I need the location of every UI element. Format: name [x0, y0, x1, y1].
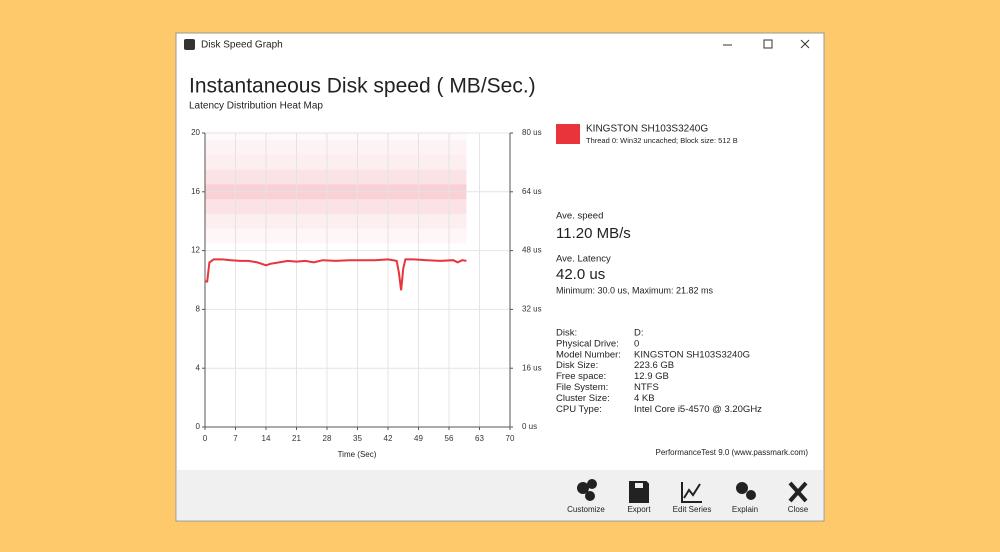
- button-icon: [736, 482, 757, 500]
- x-tick-label: 7: [233, 434, 238, 443]
- x-tick-label: 28: [323, 434, 332, 443]
- x-tick-label: 49: [414, 434, 423, 443]
- info-label: Model Number:: [556, 349, 621, 360]
- button-icon: [577, 479, 598, 501]
- button-label: Edit Series: [673, 505, 712, 514]
- info-label: Disk Size:: [556, 360, 598, 371]
- x-tick-label: 42: [384, 434, 393, 443]
- x-tick-label: 70: [506, 434, 515, 443]
- x-tick-label: 14: [262, 434, 271, 443]
- latency-range: Minimum: 30.0 us, Maximum: 21.82 ms: [556, 285, 714, 295]
- y2-tick-label: 64 us: [522, 187, 542, 196]
- maximize-button[interactable]: [763, 39, 773, 49]
- y-tick-label: 16: [191, 187, 200, 196]
- toolbar-button[interactable]: Customize: [567, 479, 605, 514]
- chart-title: Instantaneous Disk speed ( MB/Sec.): [189, 75, 536, 98]
- info-value: KINGSTON SH103S3240G: [634, 349, 750, 360]
- button-label: Export: [627, 505, 651, 514]
- info-label: Free space:: [556, 371, 606, 382]
- button-label: Customize: [567, 505, 605, 514]
- x-axis-label: Time (Sec): [338, 450, 377, 459]
- heatmap-cell: [205, 169, 467, 185]
- window-title: Disk Speed Graph: [201, 40, 283, 51]
- info-value: 4 KB: [634, 393, 655, 404]
- x-tick-label: 63: [475, 434, 484, 443]
- x-tick-label: 56: [445, 434, 454, 443]
- info-value: D:: [634, 328, 644, 339]
- heatmap-cell: [205, 155, 467, 170]
- legend-detail: Thread 0: Win32 uncached; Block size: 51…: [586, 136, 738, 145]
- toolbar: [177, 470, 823, 520]
- heatmap-cell: [205, 199, 467, 214]
- stat-value: 11.20 MB/s: [556, 225, 631, 242]
- x-tick-label: 0: [203, 434, 208, 443]
- button-icon: [681, 482, 702, 503]
- button-icon: [788, 481, 808, 503]
- info-value: 0: [634, 338, 639, 349]
- y-tick-label: 20: [191, 128, 200, 137]
- x-tick-label: 35: [353, 434, 362, 443]
- info-value: Intel Core i5-4570 @ 3.20GHz: [634, 404, 762, 415]
- y2-tick-label: 0 us: [522, 422, 537, 431]
- stat-label: Ave. speed: [556, 211, 603, 222]
- close-window-button[interactable]: [800, 39, 810, 49]
- toolbar-button[interactable]: Explain: [732, 482, 758, 514]
- heatmap-cell: [205, 228, 467, 244]
- y2-tick-label: 80 us: [522, 128, 542, 137]
- info-value: 223.6 GB: [634, 360, 674, 371]
- y-tick-label: 4: [196, 363, 201, 372]
- info-label: File System:: [556, 382, 608, 393]
- heatmap-cell: [205, 140, 467, 156]
- toolbar-button[interactable]: Edit Series: [673, 482, 712, 514]
- info-value: 12.9 GB: [634, 371, 669, 382]
- info-label: CPU Type:: [556, 404, 602, 415]
- stat-label: Ave. Latency: [556, 254, 611, 265]
- app-icon: [184, 39, 195, 50]
- heatmap-cell: [205, 213, 467, 229]
- toolbar-button[interactable]: Close: [788, 481, 809, 514]
- y2-tick-label: 48 us: [522, 246, 542, 255]
- x-tick-label: 21: [292, 434, 301, 443]
- chart-subtitle: Latency Distribution Heat Map: [189, 101, 323, 112]
- y2-tick-label: 16 us: [522, 363, 542, 372]
- stat-value: 42.0 us: [556, 266, 605, 283]
- button-label: Close: [788, 505, 809, 514]
- y-tick-label: 8: [196, 305, 201, 314]
- info-label: Cluster Size:: [556, 393, 610, 404]
- heatmap-cell: [205, 133, 467, 141]
- y2-tick-label: 32 us: [522, 305, 542, 314]
- y-tick-label: 12: [191, 246, 200, 255]
- legend-label: KINGSTON SH103S3240G: [586, 124, 708, 135]
- series-line: [205, 258, 467, 291]
- y-tick-label: 0: [196, 422, 201, 431]
- info-value: NTFS: [634, 382, 659, 393]
- info-label: Physical Drive:: [556, 338, 619, 349]
- button-icon: [629, 481, 649, 503]
- info-label: Disk:: [556, 328, 577, 339]
- button-label: Explain: [732, 505, 758, 514]
- legend-swatch: [556, 124, 580, 144]
- toolbar-button[interactable]: Export: [627, 481, 651, 514]
- window: [175, 32, 825, 522]
- footer: PerformanceTest 9.0 (www.passmark.com): [656, 448, 809, 457]
